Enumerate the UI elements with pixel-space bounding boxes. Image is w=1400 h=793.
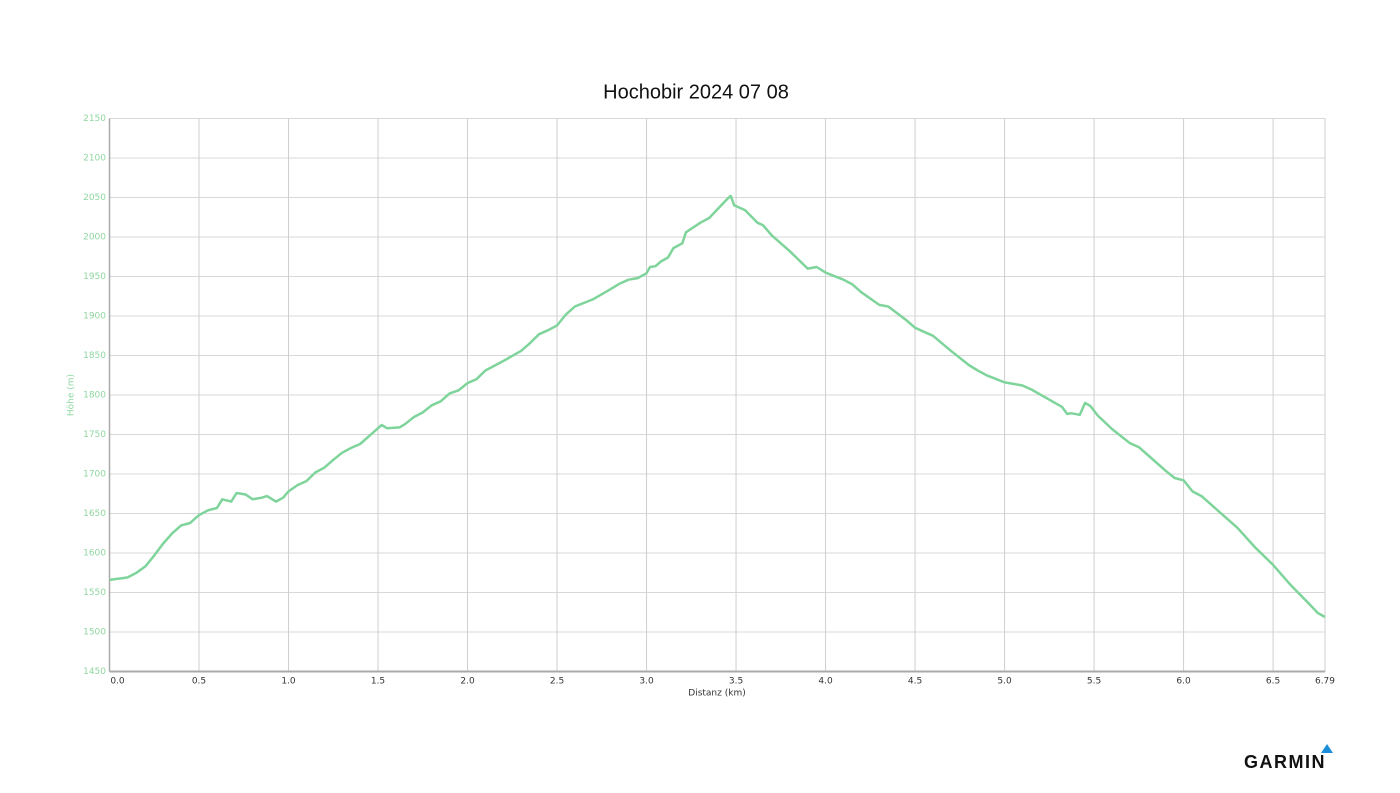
y-tick-label: 1850 [83,351,106,361]
y-tick-label: 1550 [83,588,106,598]
x-tick-label: 1.5 [371,677,385,687]
x-tick-label: 3.5 [729,677,743,687]
y-tick-label: 1500 [83,628,106,638]
y-tick-label: 2100 [83,154,106,164]
y-tick-label: 1650 [83,509,106,519]
x-tick-label: 0.5 [192,677,206,687]
x-tick-label: 0.0 [110,677,125,687]
x-axis-label: Distanz (km) [688,689,745,699]
y-tick-label: 1750 [83,430,106,440]
x-tick-label: 6.5 [1266,677,1280,687]
x-tick-label: 4.0 [818,677,833,687]
y-tick-label: 1900 [83,312,106,322]
y-tick-label: 2050 [83,193,106,203]
y-tick-label: 1450 [83,667,106,677]
logo-mark [1321,744,1333,753]
x-tick-label: 2.0 [460,677,475,687]
y-tick-label: 2000 [83,233,106,243]
x-tick-label: 3.0 [639,677,654,687]
elevation-line [109,194,1326,619]
x-tick-label: 2.5 [550,677,564,687]
y-tick-label: 2150 [83,114,106,124]
y-tick-label: 1600 [83,549,106,559]
y-tick-label: 1800 [83,391,106,401]
y-axis-label: Höhe (m) [67,374,77,416]
x-tick-label: 5.5 [1087,677,1101,687]
x-tick-label: 6.0 [1176,677,1191,687]
x-tick-label: 1.0 [281,677,296,687]
y-tick-label: 1950 [83,272,106,282]
x-tick-label: 6.79 [1315,677,1335,687]
chart-title: Hochobir 2024 07 08 [603,81,789,103]
x-tick-label: 4.5 [908,677,922,687]
x-tick-label: 5.0 [997,677,1012,687]
logo: GARMIN [1244,752,1326,772]
y-tick-label: 1700 [83,470,106,480]
